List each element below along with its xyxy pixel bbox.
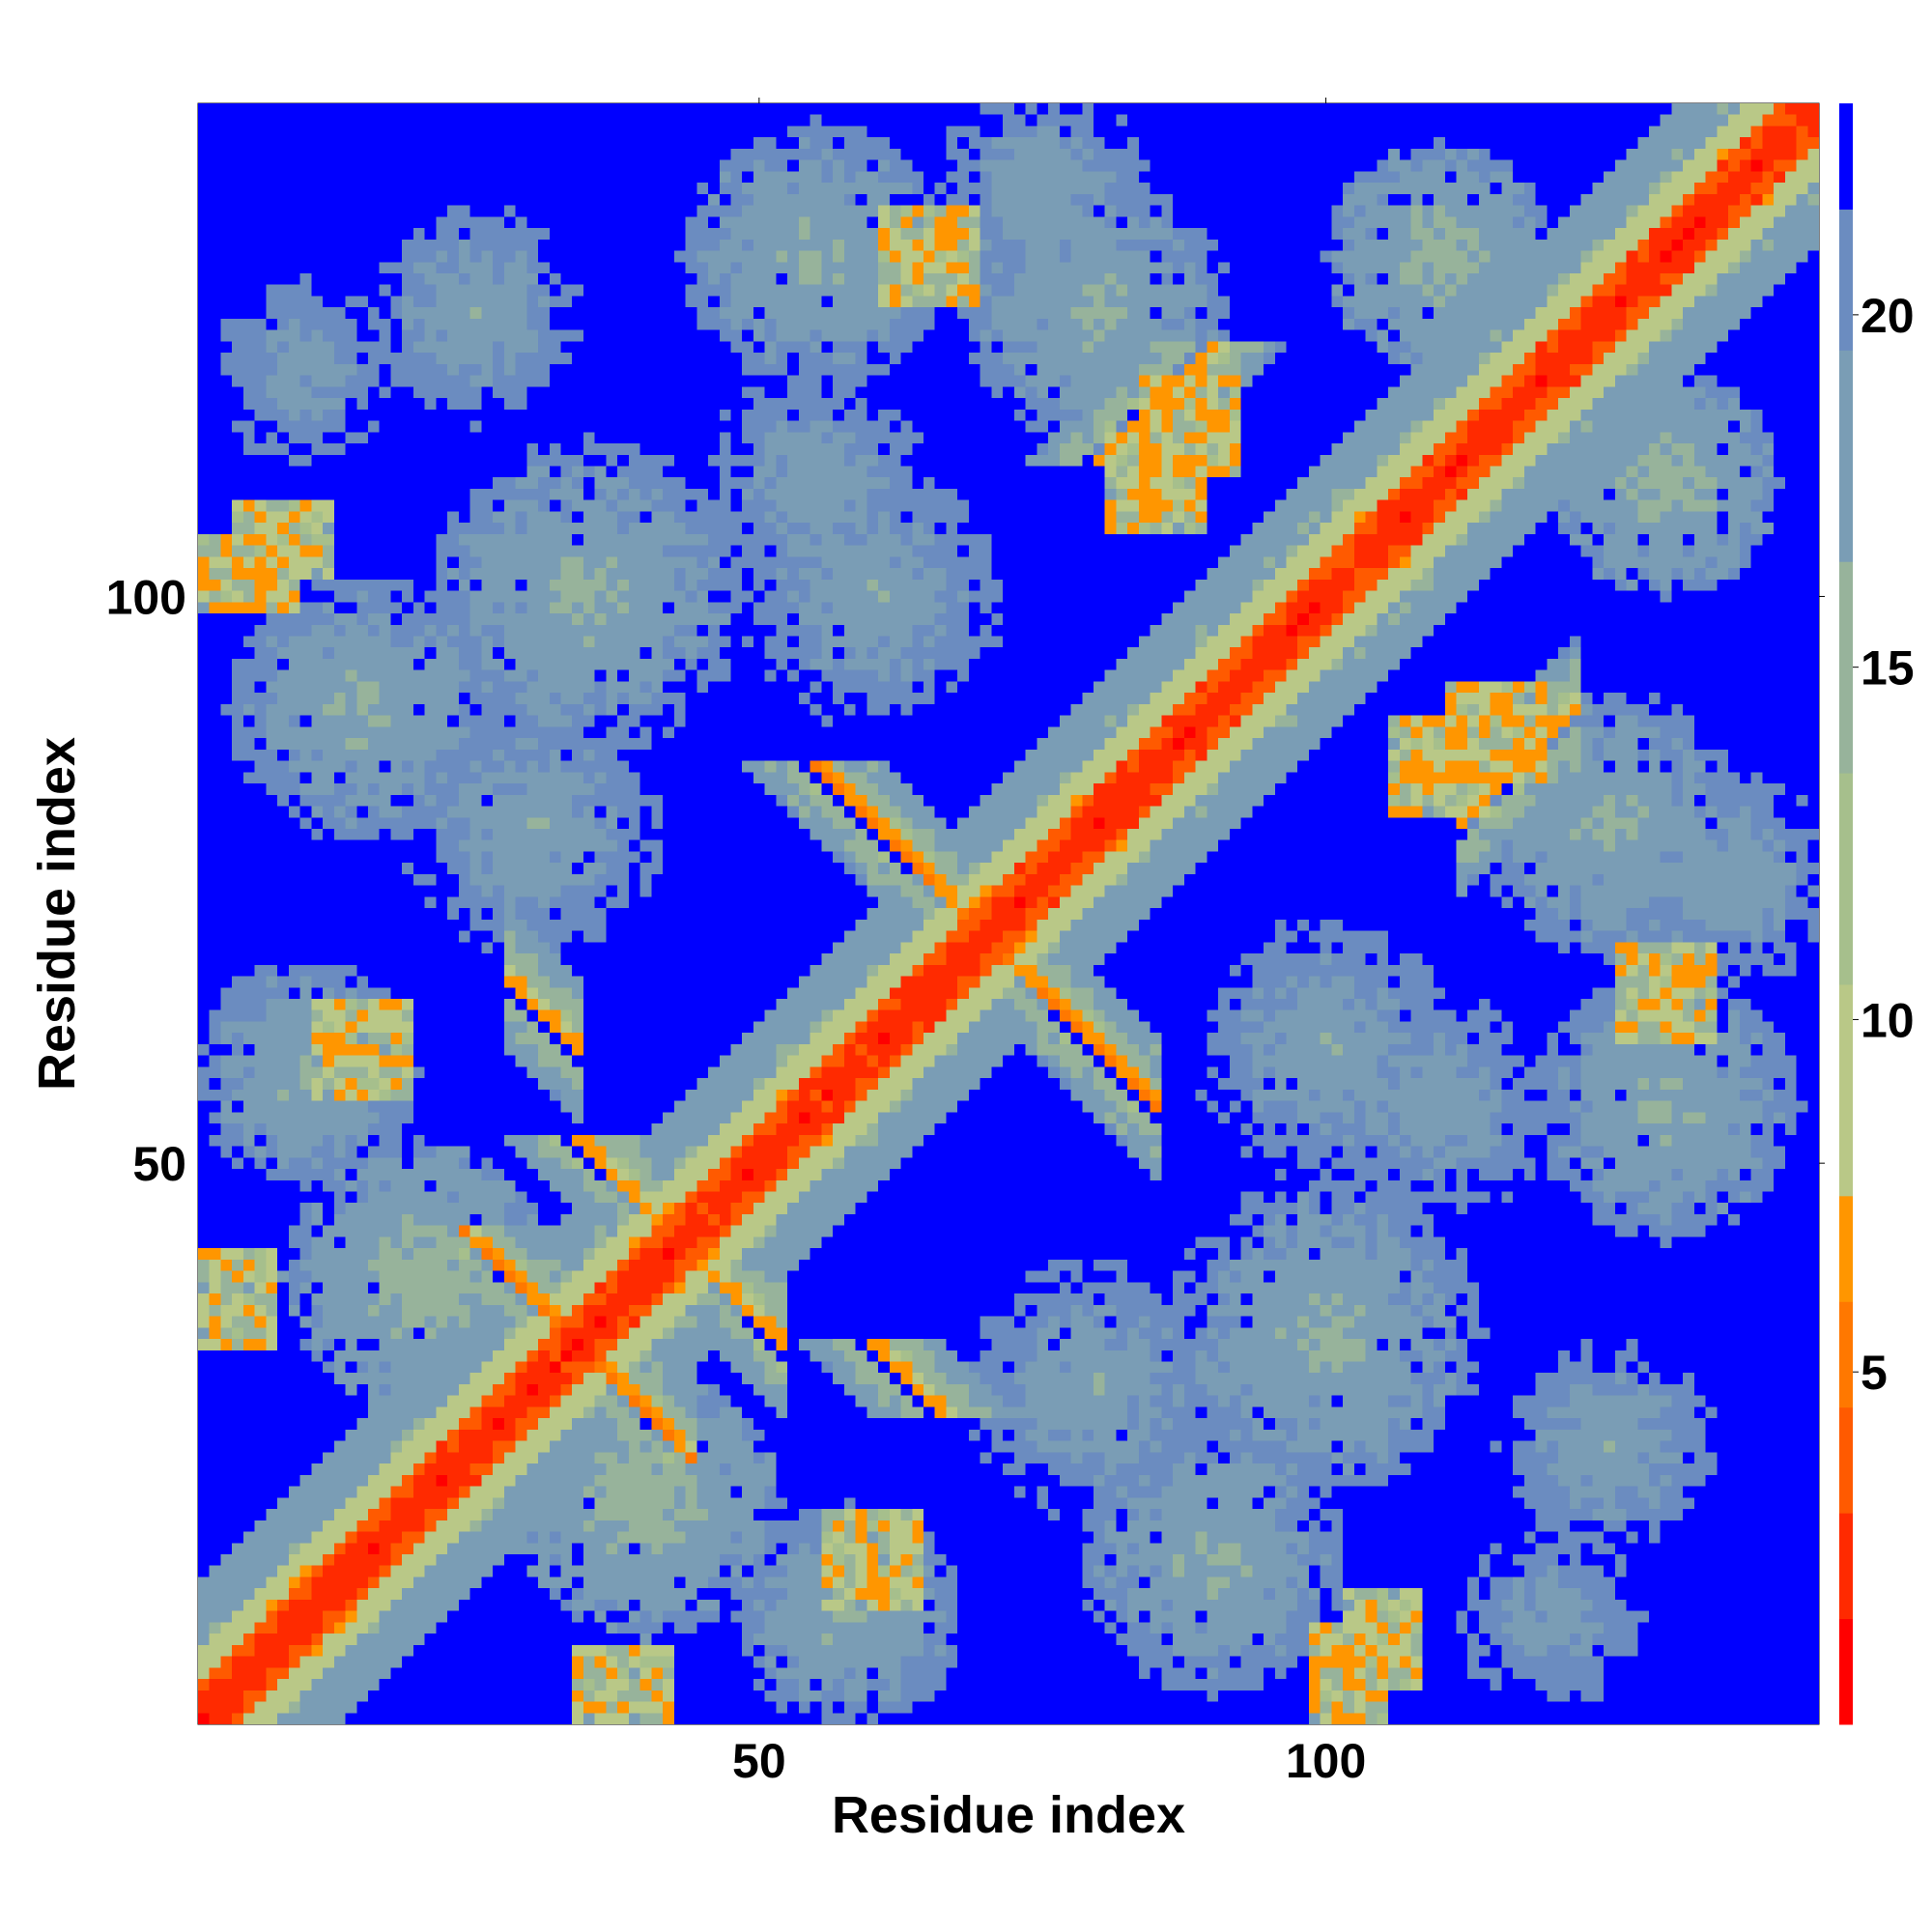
colorbar-segment <box>1839 1195 1853 1302</box>
colorbar-segment <box>1839 103 1853 210</box>
colorbar: 5 10 15 20 <box>1839 103 1915 1725</box>
colorbar-segment <box>1839 209 1853 351</box>
colorbar-segment <box>1839 561 1853 774</box>
colorbar-segment <box>1839 1406 1853 1514</box>
x-axis-title: Residue index <box>832 1786 1185 1844</box>
y-tick-label: 100 <box>106 570 186 624</box>
colorbar-segment <box>1839 1513 1853 1620</box>
colorbar-tick-label: 5 <box>1861 1346 1888 1400</box>
x-axis-ticks: 50 100 <box>732 98 1366 1788</box>
x-tick-label: 50 <box>732 1734 786 1788</box>
x-tick-label: 100 <box>1286 1734 1366 1788</box>
y-axis-title: Residue index <box>28 737 86 1091</box>
colorbar-tick-label: 15 <box>1861 641 1915 696</box>
colorbar-segment <box>1839 1301 1853 1408</box>
colorbar-tick-label: 10 <box>1861 993 1915 1047</box>
heatmap-cells <box>198 103 1819 1724</box>
colorbar-segment <box>1839 773 1853 985</box>
colorbar-segment <box>1839 983 1853 1197</box>
colorbar-segment <box>1839 1618 1853 1725</box>
y-tick-label: 50 <box>132 1137 186 1191</box>
colorbar-segment <box>1839 350 1853 562</box>
y-axis-ticks: 50 100 <box>106 570 1825 1191</box>
colorbar-tick-label: 20 <box>1861 289 1915 343</box>
